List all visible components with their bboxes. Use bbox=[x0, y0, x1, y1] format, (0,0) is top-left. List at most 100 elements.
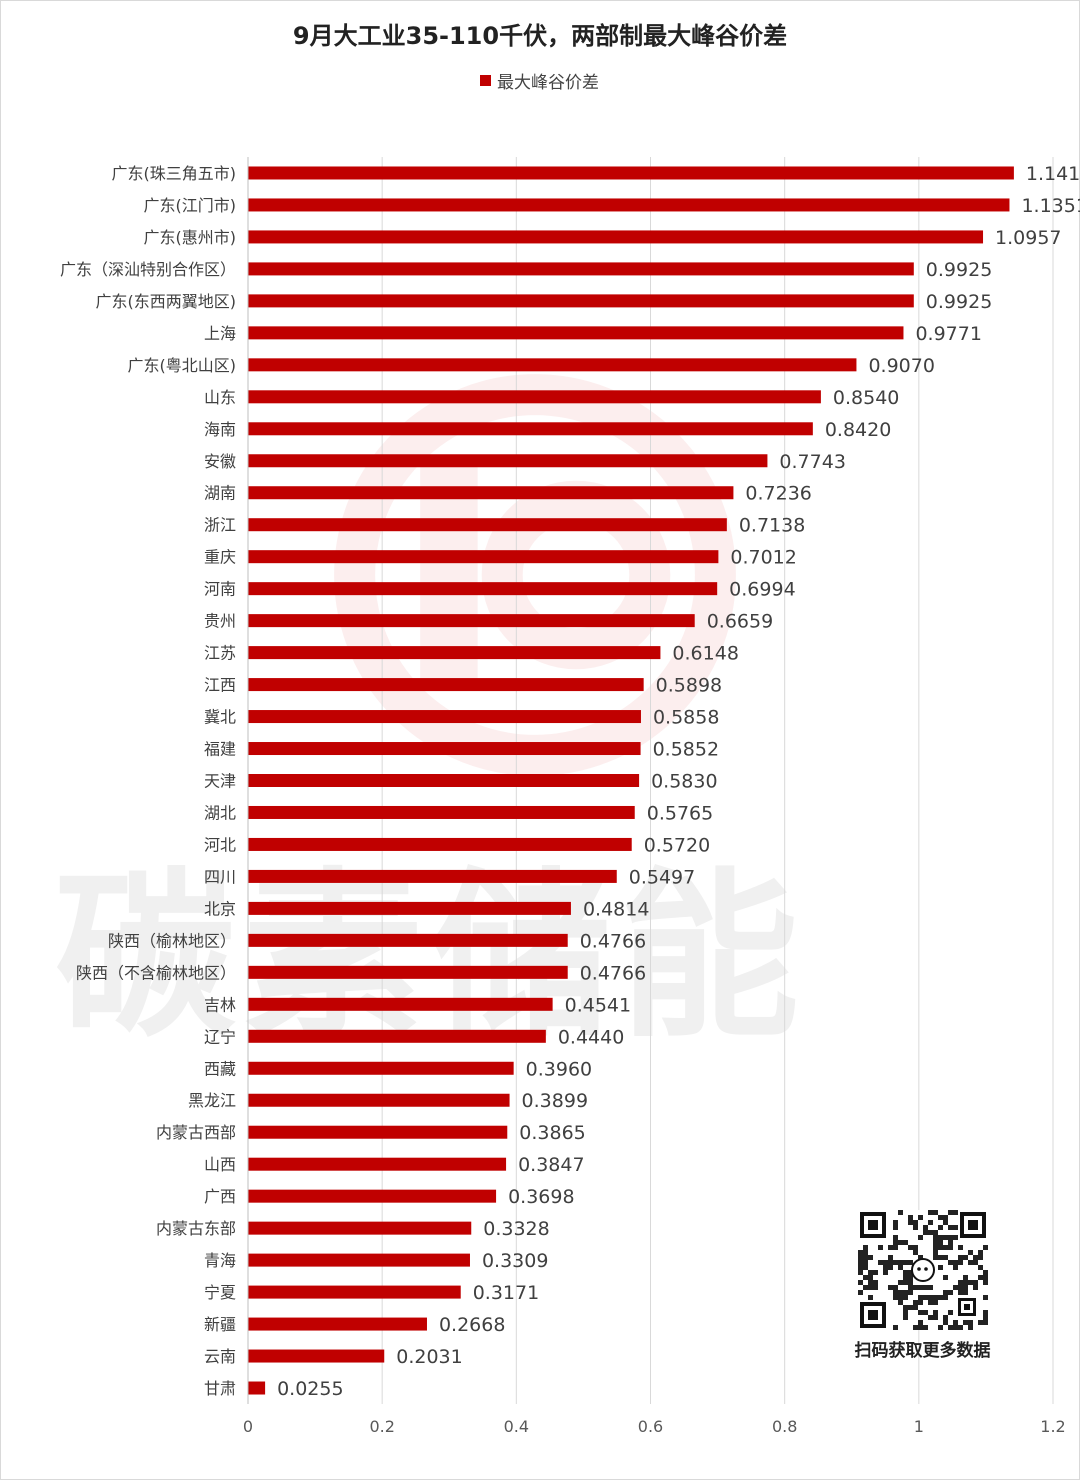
data-label: 0.3698 bbox=[508, 1186, 574, 1208]
bar bbox=[248, 1157, 507, 1171]
category-label: 新疆 bbox=[204, 1315, 236, 1334]
bar bbox=[248, 454, 768, 468]
category-label: 浙江 bbox=[204, 516, 236, 535]
bar bbox=[248, 262, 914, 276]
category-label: 贵州 bbox=[204, 612, 236, 631]
bar bbox=[248, 1381, 266, 1395]
data-label: 0.3960 bbox=[526, 1058, 592, 1080]
data-label: 0.6148 bbox=[672, 643, 738, 665]
bar bbox=[248, 550, 719, 564]
data-label: 0.9925 bbox=[926, 291, 992, 313]
bar bbox=[248, 997, 553, 1011]
bar bbox=[248, 1221, 472, 1235]
category-label: 福建 bbox=[204, 740, 236, 759]
data-label: 0.5858 bbox=[653, 707, 719, 729]
data-label: 0.8540 bbox=[833, 387, 899, 409]
bar bbox=[248, 166, 1014, 180]
data-label: 0.4766 bbox=[580, 930, 646, 952]
bar bbox=[248, 614, 695, 628]
chart-title: 9月大工业35-110千伏，两部制最大峰谷价差 bbox=[292, 22, 788, 50]
category-label: 山西 bbox=[204, 1155, 236, 1174]
bar bbox=[248, 901, 571, 915]
category-label: 广东（深汕特别合作区） bbox=[60, 260, 236, 279]
data-label: 0.5830 bbox=[651, 771, 717, 793]
category-label: 广西 bbox=[204, 1187, 236, 1206]
x-tick-label: 0.8 bbox=[772, 1417, 797, 1436]
category-label: 冀北 bbox=[204, 708, 236, 727]
data-label: 0.4440 bbox=[558, 1026, 624, 1048]
category-label: 云南 bbox=[204, 1347, 236, 1366]
bar bbox=[248, 1285, 461, 1299]
legend-swatch bbox=[480, 74, 491, 86]
legend-label: 最大峰谷价差 bbox=[497, 72, 599, 93]
bar bbox=[248, 837, 632, 851]
bar bbox=[248, 230, 984, 244]
x-tick-label: 0 bbox=[243, 1417, 253, 1436]
bar bbox=[248, 1349, 385, 1363]
category-label: 湖南 bbox=[204, 484, 236, 503]
data-label: 0.3171 bbox=[473, 1282, 539, 1304]
qr-caption: 扫码获取更多数据 bbox=[854, 1341, 991, 1361]
category-label: 北京 bbox=[204, 899, 236, 918]
category-label: 辽宁 bbox=[204, 1027, 236, 1046]
category-label: 江苏 bbox=[204, 644, 236, 663]
bar bbox=[248, 965, 568, 979]
bar bbox=[248, 390, 821, 404]
bar bbox=[248, 1125, 508, 1139]
bar bbox=[248, 742, 641, 756]
data-label: 0.2031 bbox=[396, 1346, 462, 1368]
category-label: 河南 bbox=[204, 580, 236, 599]
bar bbox=[248, 1317, 427, 1331]
x-tick-label: 1.2 bbox=[1040, 1417, 1065, 1436]
category-label: 安徽 bbox=[204, 452, 236, 471]
data-label: 0.5852 bbox=[653, 739, 719, 761]
category-label: 海南 bbox=[204, 420, 236, 439]
x-tick-label: 0.6 bbox=[638, 1417, 663, 1436]
data-label: 0.9070 bbox=[868, 355, 934, 377]
category-label: 内蒙古东部 bbox=[156, 1219, 236, 1238]
category-label: 青海 bbox=[204, 1251, 236, 1270]
bar bbox=[248, 486, 734, 500]
category-label: 西藏 bbox=[204, 1059, 236, 1078]
data-label: 0.7012 bbox=[730, 547, 796, 569]
category-label: 江西 bbox=[204, 676, 236, 695]
data-label: 0.3309 bbox=[482, 1250, 548, 1272]
bar bbox=[248, 422, 813, 436]
data-label: 0.2668 bbox=[439, 1314, 505, 1336]
data-label: 0.4766 bbox=[580, 962, 646, 984]
data-label: 0.5765 bbox=[647, 802, 713, 824]
data-label: 0.3847 bbox=[518, 1154, 584, 1176]
bar bbox=[248, 294, 914, 308]
qr-code-icon bbox=[857, 1210, 988, 1330]
bar bbox=[248, 678, 644, 692]
category-label: 陕西（不含榆林地区） bbox=[76, 963, 236, 982]
data-label: 0.9771 bbox=[915, 323, 981, 345]
category-label: 天津 bbox=[204, 772, 236, 791]
bar bbox=[248, 1093, 510, 1107]
bar bbox=[248, 326, 904, 340]
qr-code-block: 扫码获取更多数据 bbox=[840, 1210, 1005, 1361]
bar bbox=[248, 933, 568, 947]
category-label: 广东(东西两翼地区) bbox=[96, 292, 237, 311]
bar bbox=[248, 774, 640, 787]
bar bbox=[248, 1189, 497, 1203]
category-label: 黑龙江 bbox=[188, 1091, 236, 1110]
data-label: 1.1417 bbox=[1026, 163, 1080, 185]
category-label: 宁夏 bbox=[204, 1283, 236, 1302]
bar bbox=[248, 646, 661, 660]
data-label: 0.0255 bbox=[277, 1378, 343, 1400]
x-tick-label: 0.4 bbox=[504, 1417, 529, 1436]
category-label: 内蒙古西部 bbox=[156, 1123, 236, 1142]
category-label: 广东(惠州市) bbox=[144, 228, 237, 247]
bar bbox=[248, 1253, 470, 1267]
data-label: 0.7743 bbox=[779, 451, 845, 473]
data-label: 0.5898 bbox=[656, 675, 722, 697]
category-label: 重庆 bbox=[204, 548, 236, 567]
data-label: 0.7138 bbox=[739, 515, 805, 537]
bar bbox=[248, 1029, 546, 1043]
bar bbox=[248, 198, 1010, 212]
category-label: 陕西（榆林地区） bbox=[108, 931, 236, 950]
bar bbox=[248, 518, 727, 532]
x-tick-label: 1 bbox=[914, 1417, 924, 1436]
